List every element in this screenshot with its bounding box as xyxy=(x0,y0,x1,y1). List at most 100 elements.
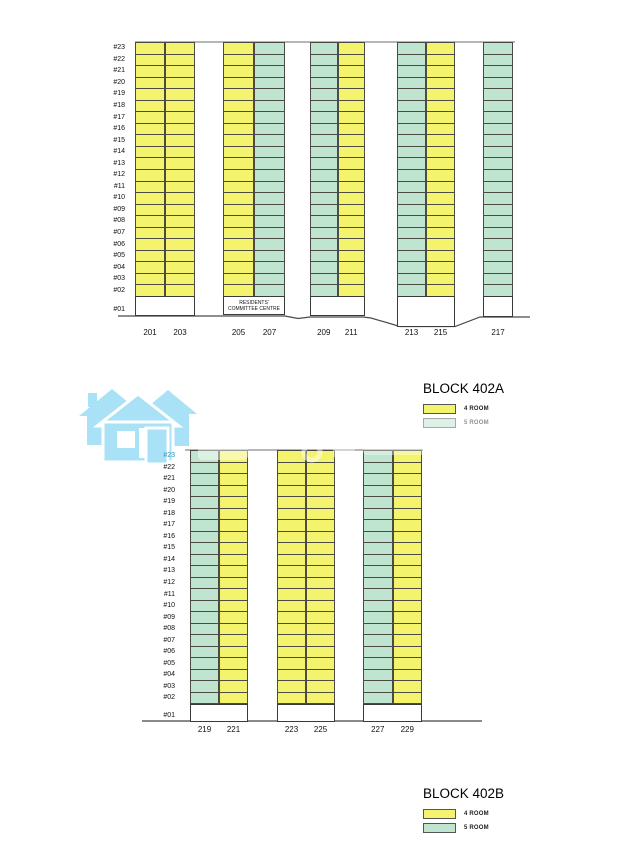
floor-label: #23 xyxy=(163,452,175,460)
unit-number-215: 215 xyxy=(433,328,448,337)
unit-stack-201 xyxy=(135,42,165,297)
unit-stack-213 xyxy=(397,42,426,297)
floor-label: #03 xyxy=(163,682,175,690)
floor-label: #09 xyxy=(113,205,125,213)
floor-label: #10 xyxy=(113,194,125,202)
floor-label: #03 xyxy=(113,275,125,283)
floor-label: #08 xyxy=(113,217,125,225)
4room-swatch xyxy=(423,808,456,819)
floor-label: #13 xyxy=(113,159,125,167)
unit-stack-207 xyxy=(254,42,285,297)
floor-label: #14 xyxy=(113,148,125,156)
unit-stack-225 xyxy=(306,450,335,705)
floor-label: #19 xyxy=(113,90,125,98)
5room-swatch xyxy=(423,822,456,833)
floor-label: #21 xyxy=(113,67,125,75)
floor-label: #17 xyxy=(163,521,175,529)
floor-label: #07 xyxy=(163,636,175,644)
floor-label: #04 xyxy=(163,671,175,679)
unit-stack-209 xyxy=(310,42,338,297)
unit-stack-215 xyxy=(426,42,455,297)
floor-label: #06 xyxy=(113,240,125,248)
unit-number-223: 223 xyxy=(284,725,299,734)
unit-number-209: 209 xyxy=(317,328,331,337)
void-deck-residents-committee-centre: RESIDENTS' COMMITTEE CENTRE xyxy=(223,296,285,315)
floor-label: #11 xyxy=(113,182,125,190)
floor-label-ground: #01 xyxy=(113,305,125,313)
floor-label-ground: #01 xyxy=(163,711,175,719)
void-deck xyxy=(277,703,335,722)
floor-label: #12 xyxy=(113,171,125,179)
void-deck-label-line: COMMITTEE CENTRE xyxy=(228,306,280,312)
4room-label: 4 ROOM xyxy=(464,405,489,412)
floor-label: #05 xyxy=(113,252,125,260)
floor-label: #04 xyxy=(113,263,125,271)
unit-number-225: 225 xyxy=(313,725,328,734)
unit-number-213: 213 xyxy=(404,328,419,337)
floor-label: #09 xyxy=(163,613,175,621)
unit-stack-227 xyxy=(363,450,393,705)
floor-label: #20 xyxy=(113,78,125,86)
5room-label: 5 ROOM xyxy=(464,419,489,426)
void-deck xyxy=(135,296,195,316)
floor-label: #22 xyxy=(163,463,175,471)
floor-label: #18 xyxy=(163,509,175,517)
legend-row-5room: 5 ROOM xyxy=(423,417,504,428)
legend-row-5room: 5 ROOM xyxy=(423,822,504,833)
floor-label: #16 xyxy=(113,125,125,133)
unit-stack-217 xyxy=(483,42,513,297)
unit-number-221: 221 xyxy=(226,725,241,734)
floor-label: #23 xyxy=(113,44,125,52)
unit-stack-221 xyxy=(219,450,248,705)
floor-label: #13 xyxy=(163,567,175,575)
floor-label: #07 xyxy=(113,228,125,236)
houses-watermark-logo xyxy=(79,389,197,466)
floor-label: #12 xyxy=(163,578,175,586)
floor-label: #08 xyxy=(163,625,175,633)
floor-label: #19 xyxy=(163,498,175,506)
unit-stack-223 xyxy=(277,450,306,705)
4room-swatch xyxy=(423,403,456,414)
floor-label: #21 xyxy=(163,475,175,483)
4room-label: 4 ROOM xyxy=(464,810,489,817)
legend-402a: BLOCK 402A 4 ROOM 5 ROOM xyxy=(423,381,504,431)
floor-label: #15 xyxy=(113,136,125,144)
unit-stack-229 xyxy=(392,450,422,705)
floor-label: #14 xyxy=(163,555,175,563)
floor-label: #20 xyxy=(163,486,175,494)
void-deck xyxy=(310,296,365,316)
unit-number-211: 211 xyxy=(344,328,358,337)
void-deck xyxy=(483,296,513,317)
unit-number-219: 219 xyxy=(197,725,212,734)
void-deck xyxy=(363,703,422,722)
unit-number-217: 217 xyxy=(491,328,505,337)
unit-stack-219 xyxy=(190,450,219,705)
floor-label: #06 xyxy=(163,648,175,656)
void-deck xyxy=(190,703,248,722)
floor-label: #02 xyxy=(113,286,125,294)
floor-label: #15 xyxy=(163,544,175,552)
floor-label: #18 xyxy=(113,101,125,109)
floor-label: #16 xyxy=(163,532,175,540)
floor-label: #02 xyxy=(163,694,175,702)
floor-label: #17 xyxy=(113,113,125,121)
unit-number-207: 207 xyxy=(262,328,277,337)
unit-number-205: 205 xyxy=(231,328,246,337)
floor-label: #11 xyxy=(163,590,175,598)
unit-stack-211 xyxy=(337,42,365,297)
unit-stack-203 xyxy=(165,42,195,297)
void-deck xyxy=(397,296,455,327)
legend-title-402a: BLOCK 402A xyxy=(423,381,505,396)
ground-line-402a xyxy=(118,315,530,328)
unit-number-201: 201 xyxy=(143,328,157,337)
unit-stack-205 xyxy=(223,42,254,297)
floor-label: #05 xyxy=(163,659,175,667)
floor-label: #22 xyxy=(113,55,125,63)
legend-row-4room: 4 ROOM xyxy=(423,808,504,819)
5room-label: 5 ROOM xyxy=(464,824,489,831)
legend-402b: BLOCK 402B 4 ROOM 5 ROOM xyxy=(423,786,504,836)
unit-number-203: 203 xyxy=(173,328,187,337)
legend-row-4room: 4 ROOM xyxy=(423,403,504,414)
floor-label: #10 xyxy=(163,602,175,610)
